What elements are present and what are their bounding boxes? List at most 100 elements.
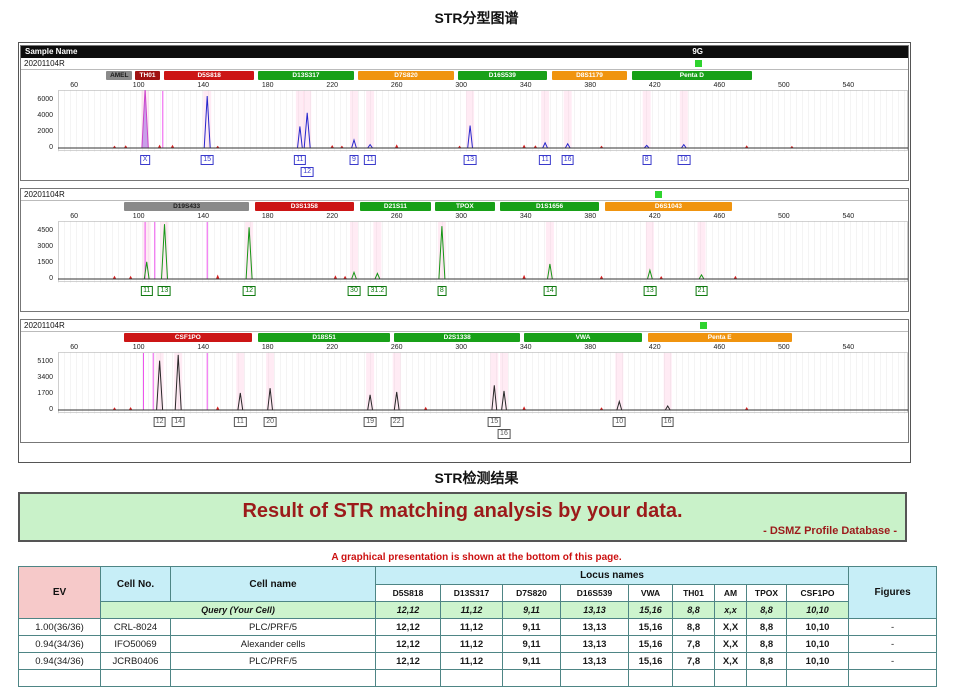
- allele-call-box: 13: [158, 286, 171, 296]
- allele-call-box: 13: [463, 155, 477, 165]
- y-axis-label: 1700: [37, 389, 53, 397]
- locus-value-cell: 10,10: [785, 635, 850, 653]
- locus-value-cell: [560, 669, 629, 687]
- cell-no-header: Cell No.: [100, 566, 171, 602]
- electropherogram-container: Sample Name 9G 20201104R AMEL TH01 D5S818 D13S…: [18, 42, 911, 463]
- x-axis-row: 60 100 140 180 220 260 300 340 380 420 460 500 540: [21, 212, 908, 221]
- table-row: 1.00(36/36) CRL-8024 PLC/PRF/5 12,12 11,12 9,…: [18, 618, 938, 636]
- artifact-peak: [533, 145, 538, 148]
- table-header-row: EV Cell No. Cell name Locus names Figures: [18, 566, 938, 619]
- allele-call-box: 16: [661, 417, 675, 427]
- allele-bin-band: [303, 91, 312, 148]
- x-axis-tick-label: 460: [713, 213, 726, 220]
- graphical-presentation-note: A graphical presentation is shown at the…: [331, 552, 622, 563]
- query-value-cell: 8,8: [746, 601, 787, 619]
- x-axis-tick-label: 300: [455, 213, 468, 220]
- query-label-cell: Query (Your Cell): [100, 601, 376, 619]
- allele-call-box: 14: [171, 417, 185, 427]
- sample-row: 20201104R: [21, 189, 908, 201]
- x-axis-tick-label: 180: [261, 213, 274, 220]
- x-axis-tick-label: 100: [132, 213, 145, 220]
- locus-band: D19S433: [124, 202, 250, 211]
- trace-peak: [438, 226, 446, 280]
- allele-bin-band: [697, 222, 706, 279]
- x-axis-tick-label: 500: [777, 344, 790, 351]
- allele-call-box: X: [140, 155, 150, 165]
- locus-value-cell: 15,16: [628, 618, 673, 636]
- artifact-peak: [457, 145, 462, 148]
- x-axis-tick-label: 180: [261, 82, 274, 89]
- allele-call-box: 31.2: [368, 286, 387, 296]
- locus-value-cell: 11,12: [440, 635, 503, 653]
- x-axis-tick-label: 60: [70, 344, 79, 351]
- locus-name-cell: D16S539: [560, 584, 629, 602]
- locus-value-cell: 15,16: [628, 635, 673, 653]
- trace-peak: [616, 399, 623, 411]
- x-axis-tick-label: 500: [777, 213, 790, 220]
- locus-value-cell: 15,16: [628, 652, 673, 670]
- allele-bin-band: [295, 91, 304, 148]
- x-axis-tick-label: 380: [584, 344, 597, 351]
- x-axis-tick-label: 260: [390, 344, 403, 351]
- locus-name-cell: D5S818: [375, 584, 441, 602]
- sample-name-header-bar: Sample Name 9G: [21, 46, 908, 58]
- x-axis-tick-label: 500: [777, 82, 790, 89]
- locus-names-header: Locus names: [374, 566, 850, 585]
- allele-call-box: 21: [695, 286, 708, 296]
- allele-call-box: 16: [561, 155, 575, 165]
- x-axis-tick-label: 260: [390, 213, 403, 220]
- x-axis-tick-label: 180: [261, 344, 274, 351]
- artifact-peak: [599, 407, 604, 410]
- trace-peak: [393, 391, 400, 411]
- x-axis-tick-label: 300: [455, 344, 468, 351]
- cell-name-cell: PLC/PRF/5: [170, 652, 376, 670]
- locus-band: D3S1358: [254, 202, 354, 211]
- allele-bin-band: [245, 222, 254, 279]
- artifact-peak: [599, 145, 604, 148]
- trace-peak: [643, 144, 650, 149]
- locus-band: Penta D: [632, 71, 752, 80]
- locus-band: TPOX: [434, 202, 496, 211]
- allele-call-box: 10: [677, 155, 691, 165]
- result-banner: Result of STR matching analysis by your …: [18, 492, 907, 542]
- trace-peak: [174, 354, 182, 411]
- locus-names-row: D5S818 D13S317 D7S820 D16S539 VWA TH01 AM TPOX C…: [19, 584, 937, 602]
- x-axis-tick-label: 260: [390, 82, 403, 89]
- artifact-peak: [215, 274, 220, 279]
- allele-bin-band: [174, 353, 183, 410]
- allele-bin-band: [545, 222, 554, 279]
- x-axis-row: 60 100 140 180 220 260 300 340 380 420 460 500 540: [21, 81, 908, 90]
- locus-band: D18S51: [258, 333, 391, 342]
- trace-peak: [267, 388, 273, 411]
- figures-cell: -: [848, 652, 938, 670]
- locus-name-cell: TH01: [672, 584, 715, 602]
- plot-area: [58, 88, 908, 152]
- figures-cell: -: [848, 618, 938, 636]
- x-axis-tick-label: 140: [197, 82, 209, 89]
- ev-cell: [18, 669, 101, 687]
- artifact-peak: [744, 407, 749, 410]
- locus-band: D21S11: [360, 202, 431, 211]
- allele-bin-band: [236, 353, 245, 410]
- trace-peak: [501, 390, 507, 411]
- locus-band: D7S820: [358, 71, 454, 80]
- allele-call-box: 16: [497, 429, 511, 439]
- ev-cell: 1.00(36/36): [18, 618, 101, 636]
- locus-value-cell: 7,8: [672, 652, 715, 670]
- x-axis-tick-label: 380: [584, 213, 597, 220]
- locus-bands-row: AMEL TH01 D5S818 D13S317 D7S820 D16S539 D8S117…: [21, 70, 908, 81]
- table-row-partial: [18, 669, 938, 687]
- table-row: 0.94(34/36) JCRB0406 PLC/PRF/5 12,12 11,12 9,…: [18, 652, 938, 670]
- allele-bin-band: [615, 353, 624, 410]
- allele-bin-band: [366, 91, 375, 148]
- x-axis-tick-label: 420: [648, 213, 661, 220]
- trace-peak: [491, 385, 498, 411]
- query-row: Query (Your Cell) 12,12 11,12 9,11 13,13 15,1…: [19, 601, 937, 619]
- trace-peak: [367, 394, 373, 411]
- x-axis-tick-label: 460: [713, 82, 726, 89]
- locus-value-cell: 8,8: [672, 618, 715, 636]
- trace-peak: [203, 95, 211, 149]
- sample-row: 20201104R: [21, 320, 908, 332]
- x-axis-tick-label: 540: [842, 213, 855, 220]
- allele-call-box: 19: [363, 417, 377, 427]
